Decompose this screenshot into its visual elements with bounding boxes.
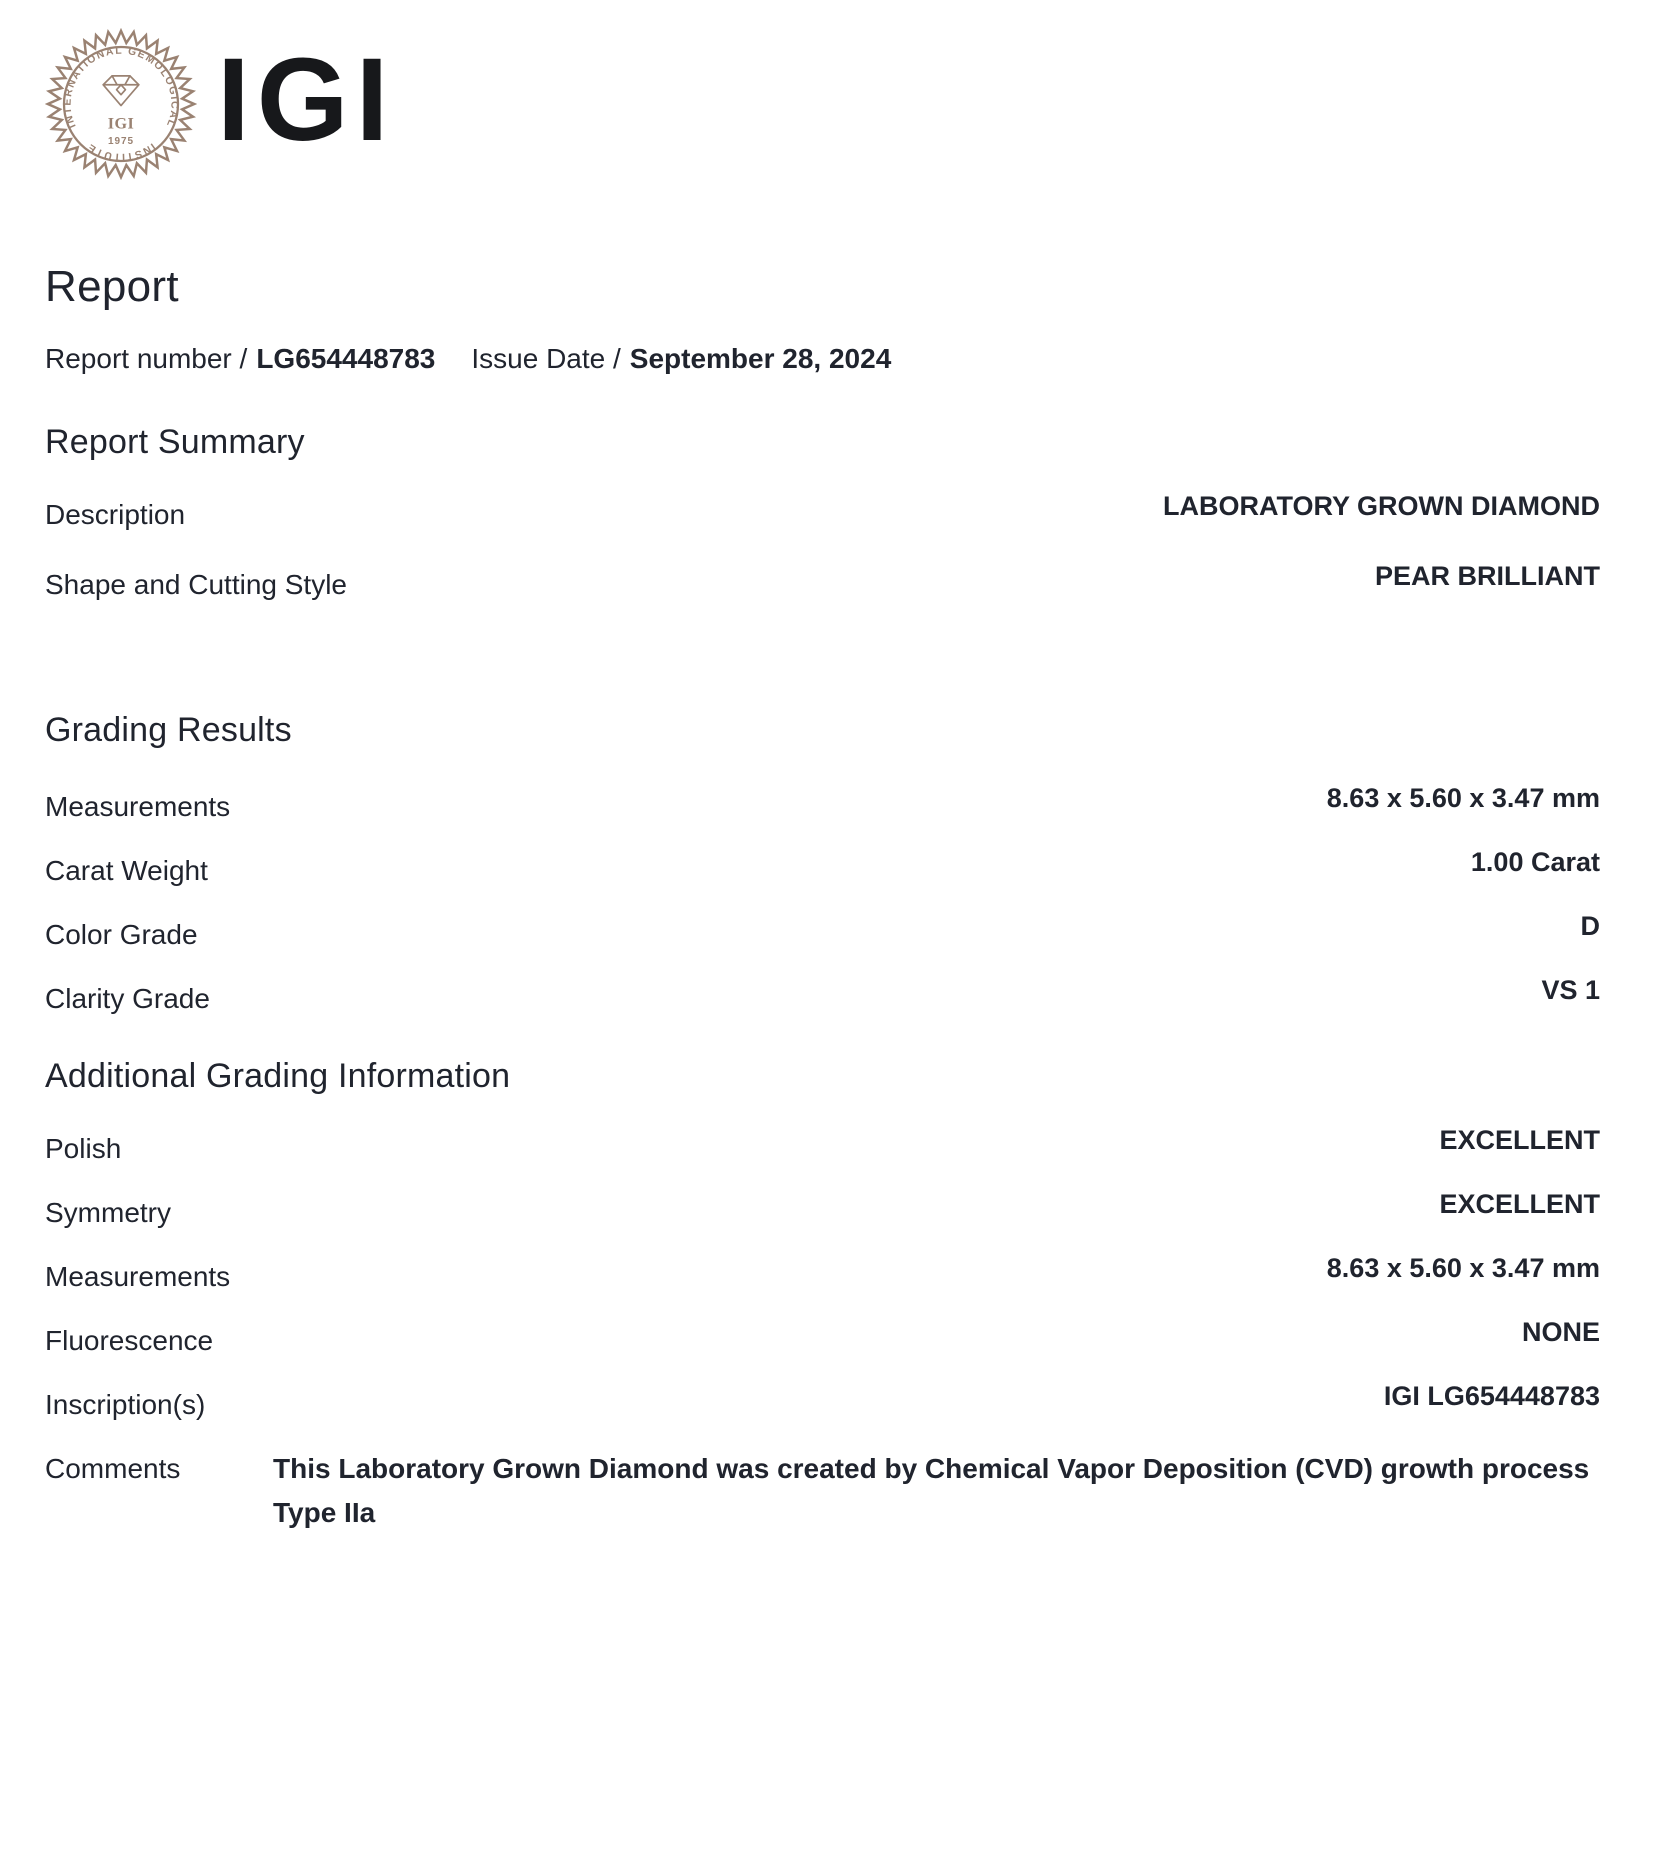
section-grading-results: Grading Results Measurements 8.63 x 5.60… bbox=[45, 710, 1600, 1016]
field-value: 8.63 x 5.60 x 3.47 mm bbox=[1326, 1253, 1600, 1283]
page-title: Report bbox=[45, 262, 179, 311]
seal-starburst-icon bbox=[45, 28, 197, 180]
field-row-carat-weight: Carat Weight 1.00 Carat bbox=[45, 847, 1600, 888]
field-value: LABORATORY GROWN DIAMOND bbox=[1163, 491, 1600, 521]
seal-inner-ring bbox=[62, 45, 180, 163]
field-row-measurements: Measurements 8.63 x 5.60 x 3.47 mm bbox=[45, 783, 1600, 824]
field-value: 1.00 Carat bbox=[1470, 847, 1600, 877]
field-label: Comments bbox=[45, 1453, 181, 1484]
field-value: D bbox=[1580, 911, 1601, 941]
report-meta-line: Report number / LG654448783 Issue Date / Se… bbox=[45, 342, 1600, 376]
report-number-value: LG654448783 bbox=[256, 343, 436, 374]
field-value: 8.63 x 5.60 x 3.47 mm bbox=[1326, 783, 1600, 813]
report-number-label: Report number / bbox=[45, 343, 248, 374]
field-label: Fluorescence bbox=[45, 1325, 214, 1356]
section-report-summary: Report Summary Description LABORATORY GR… bbox=[45, 422, 1600, 602]
field-row-symmetry: Symmetry EXCELLENT bbox=[45, 1189, 1600, 1230]
issue-date-label: Issue Date / bbox=[471, 343, 621, 374]
field-label: Color Grade bbox=[45, 919, 198, 950]
field-row-fluorescence: Fluorescence NONE bbox=[45, 1317, 1600, 1358]
field-label: Measurements bbox=[45, 791, 231, 822]
field-value: EXCELLENT bbox=[1439, 1189, 1600, 1219]
field-value: IGI LG654448783 bbox=[1383, 1381, 1600, 1411]
field-label: Measurements bbox=[45, 1261, 231, 1292]
field-row-description: Description LABORATORY GROWN DIAMOND bbox=[45, 491, 1600, 532]
field-row-clarity-grade: Clarity Grade VS 1 bbox=[45, 975, 1600, 1016]
seal-monogram: IGI bbox=[108, 116, 135, 133]
field-value: PEAR BRILLIANT bbox=[1375, 561, 1600, 591]
logo-header: INTERNATIONAL GEMOLOGICAL INSTITUTE IGI … bbox=[45, 28, 1600, 180]
field-row-inscriptions: Inscription(s) IGI LG654448783 bbox=[45, 1381, 1600, 1422]
field-row-comments: Comments This Laboratory Grown Diamond w… bbox=[45, 1452, 1600, 1540]
field-row-measurements-additional: Measurements 8.63 x 5.60 x 3.47 mm bbox=[45, 1253, 1600, 1294]
field-label: Clarity Grade bbox=[45, 983, 210, 1014]
field-value: EXCELLENT bbox=[1439, 1125, 1600, 1155]
seal-year: 1975 bbox=[108, 136, 134, 147]
seal-diamond-icon bbox=[102, 75, 140, 107]
field-row-polish: Polish EXCELLENT bbox=[45, 1125, 1600, 1166]
field-label: Inscription(s) bbox=[45, 1389, 206, 1420]
field-label: Description bbox=[45, 499, 186, 530]
field-label: Polish bbox=[45, 1133, 122, 1164]
field-label: Carat Weight bbox=[45, 855, 208, 886]
section-title-additional-grading-information: Additional Grading Information bbox=[45, 1057, 511, 1095]
igi-wordmark: IGI bbox=[217, 34, 396, 166]
field-value: NONE bbox=[1521, 1317, 1600, 1347]
field-value: VS 1 bbox=[1541, 975, 1600, 1005]
field-row-color-grade: Color Grade D bbox=[45, 911, 1600, 952]
section-title-grading-results: Grading Results bbox=[45, 711, 292, 749]
field-row-shape-cutting-style: Shape and Cutting Style PEAR BRILLIANT bbox=[45, 561, 1600, 602]
field-label: Symmetry bbox=[45, 1197, 171, 1228]
field-label: Shape and Cutting Style bbox=[45, 569, 347, 600]
comments-text: This Laboratory Grown Diamond was create… bbox=[273, 1453, 1590, 1528]
igi-seal-icon: INTERNATIONAL GEMOLOGICAL INSTITUTE IGI … bbox=[45, 28, 197, 180]
section-additional-grading-information: Additional Grading Information Polish EX… bbox=[45, 1056, 1600, 1540]
issue-date-value: September 28, 2024 bbox=[629, 343, 892, 374]
section-title-report-summary: Report Summary bbox=[45, 423, 305, 461]
